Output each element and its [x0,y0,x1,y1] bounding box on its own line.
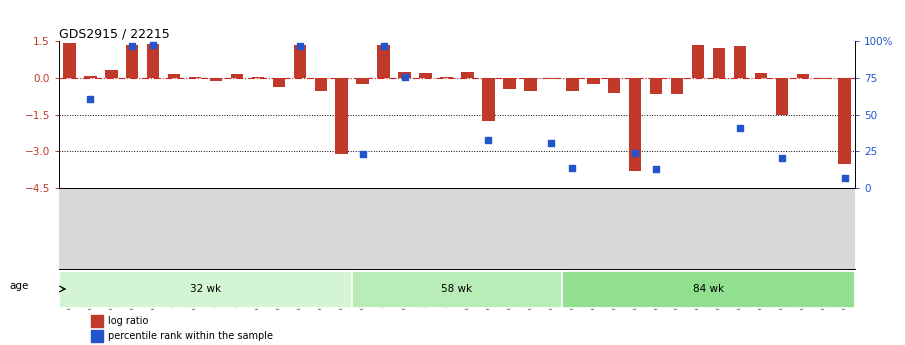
Text: 58 wk: 58 wk [442,284,472,294]
Bar [84,76,97,78]
Bar [838,78,851,164]
Bar [352,271,562,308]
Bar [167,73,180,78]
Bar [90,315,102,327]
Bar [755,73,767,78]
Bar [587,78,599,84]
Bar [462,72,474,78]
Bar [629,78,642,171]
Bar [796,75,809,78]
Point [83,96,98,101]
Point [649,166,663,172]
Bar [377,45,390,78]
Bar [817,78,830,79]
Point [146,42,160,48]
Bar [293,45,306,78]
Bar [336,78,348,154]
Bar [524,78,537,91]
Text: GDS2915 / 22215: GDS2915 / 22215 [59,27,169,40]
Bar [126,45,138,78]
Point [292,43,307,49]
Bar [734,46,747,78]
Bar [691,45,704,78]
Text: percentile rank within the sample: percentile rank within the sample [109,331,273,341]
Bar [272,78,285,87]
Point [628,150,643,155]
Bar [210,78,223,81]
Bar [545,78,557,79]
Bar [189,77,201,78]
Point [125,43,139,49]
Bar [357,78,369,84]
Bar [147,44,159,78]
Bar [315,78,327,91]
Bar [713,48,725,78]
Bar [398,72,411,78]
Bar [105,69,118,78]
Point [481,138,496,143]
Point [376,43,391,49]
Bar [566,78,578,91]
Bar [90,330,102,342]
Text: 32 wk: 32 wk [190,284,221,294]
Bar [419,73,432,78]
Bar [440,77,452,78]
Bar [59,271,352,308]
Point [544,140,558,146]
Point [733,125,748,131]
Text: log ratio: log ratio [109,316,148,326]
Bar [650,78,662,94]
Bar [776,78,788,115]
Bar [231,75,243,78]
Bar [562,271,855,308]
Text: age: age [9,282,28,291]
Point [397,74,412,80]
Point [356,151,370,157]
Bar [252,77,264,78]
Bar [671,78,683,94]
Point [837,175,852,180]
Bar [63,43,76,78]
Bar [503,78,516,89]
Point [565,166,579,171]
Text: 84 wk: 84 wk [693,284,724,294]
Point [775,156,789,161]
Bar [482,78,495,121]
Bar [608,78,621,93]
